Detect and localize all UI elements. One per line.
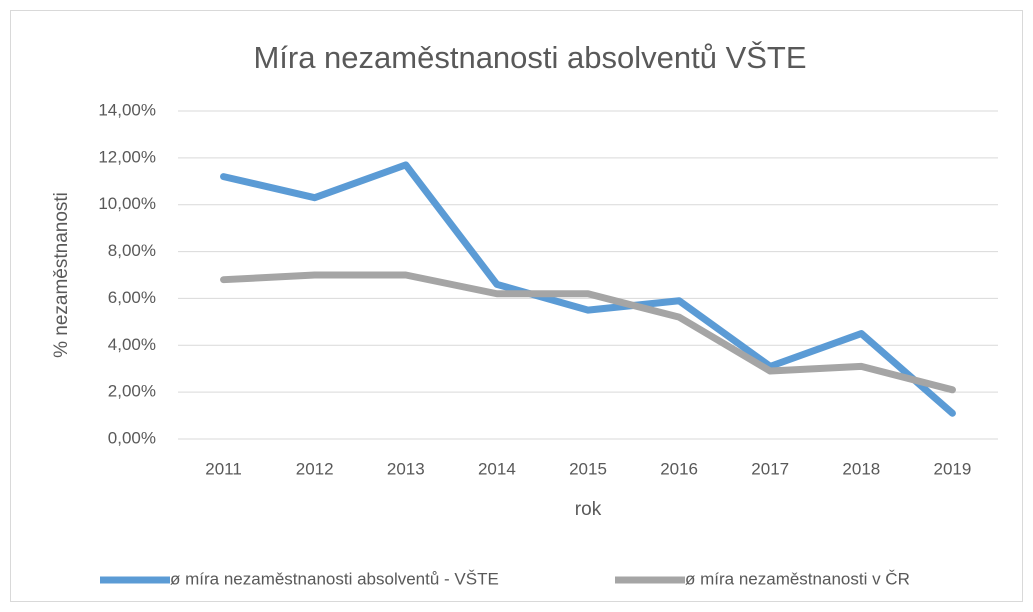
y-axis-title: % nezaměstnanosti [51,192,72,358]
y-tick-label: 4,00% [108,335,156,354]
y-tick-label: 14,00% [98,100,156,119]
y-tick-label: 12,00% [98,147,156,166]
x-tick-label: 2011 [205,459,242,478]
y-tick-label: 8,00% [108,241,156,260]
y-tick-label: 2,00% [108,382,156,401]
x-tick-label: 2017 [751,459,789,478]
legend-label: ø míra nezaměstnanosti v ČR [685,569,910,588]
chart-title: Míra nezaměstnanosti absolventů VŠTE [253,40,806,75]
x-tick-label: 2015 [569,459,607,478]
y-tick-label: 6,00% [108,288,156,307]
x-tick-label: 2012 [296,459,334,478]
series-line [220,161,956,417]
x-axis-title: rok [575,499,602,520]
chart-border [10,10,1023,602]
legend-label: ø míra nezaměstnanosti absolventů - VŠTE [170,569,499,588]
x-tick-label: 2013 [387,459,425,478]
x-tick-label: 2014 [478,459,516,478]
x-tick-label: 2018 [842,459,880,478]
y-tick-label: 0,00% [108,428,156,447]
y-tick-label: 10,00% [98,194,156,213]
series-line [220,271,956,394]
x-tick-label: 2019 [934,459,972,478]
x-tick-label: 2016 [660,459,698,478]
